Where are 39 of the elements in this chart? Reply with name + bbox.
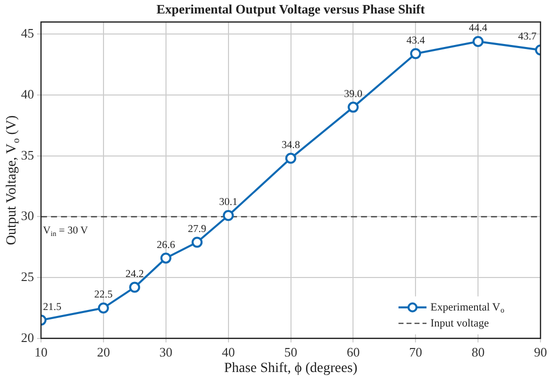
- text: 34.8: [282, 140, 300, 152]
- text: 27.9: [188, 224, 206, 236]
- x-tick-label: 40: [222, 344, 235, 360]
- x-axis-title: Phase Shift, ϕ (degrees): [224, 361, 358, 376]
- point: [98, 302, 109, 314]
- x-tick-label: 20: [96, 344, 110, 360]
- x-tick-label: 30: [159, 344, 172, 360]
- text: 39.0: [344, 88, 362, 100]
- text: 44.4: [468, 23, 488, 34]
- text: 22.5: [94, 290, 113, 301]
- point: [160, 252, 172, 264]
- point: [222, 210, 234, 221]
- x-tick-label: 10: [34, 344, 48, 360]
- x-tick-label: 70: [409, 344, 422, 360]
- y-tick-label: 25: [21, 268, 34, 284]
- y-tick-label: 30: [21, 208, 34, 224]
- point: [192, 236, 203, 248]
- text: 43.7: [518, 32, 536, 43]
- text: 43.4: [406, 35, 425, 46]
- y-axis-title: Output Voltage, Vo (V): [4, 114, 22, 246]
- text: 30.1: [219, 197, 238, 208]
- y-tick-label: 20: [21, 330, 34, 345]
- y-tick-label: 40: [21, 86, 34, 102]
- text: 21.5: [43, 302, 62, 313]
- point: [472, 36, 484, 47]
- y-tick-label: 45: [21, 26, 34, 41]
- point: [129, 282, 140, 293]
- x-tick-label: 60: [346, 344, 360, 360]
- legend-label: Input voltage: [430, 317, 489, 330]
- point: [348, 102, 359, 113]
- point: [285, 152, 296, 164]
- y-tick-label: 35: [21, 147, 34, 162]
- x-tick-label: 50: [284, 344, 298, 360]
- chart-title: Experimental Output Voltage versus Phase Shift: [156, 1, 426, 16]
- point: [410, 48, 422, 60]
- text: 24.2: [125, 269, 144, 280]
- text: 26.6: [156, 240, 176, 251]
- x-tick-label: 80: [472, 344, 485, 360]
- x-tick-label: 90: [534, 344, 547, 360]
